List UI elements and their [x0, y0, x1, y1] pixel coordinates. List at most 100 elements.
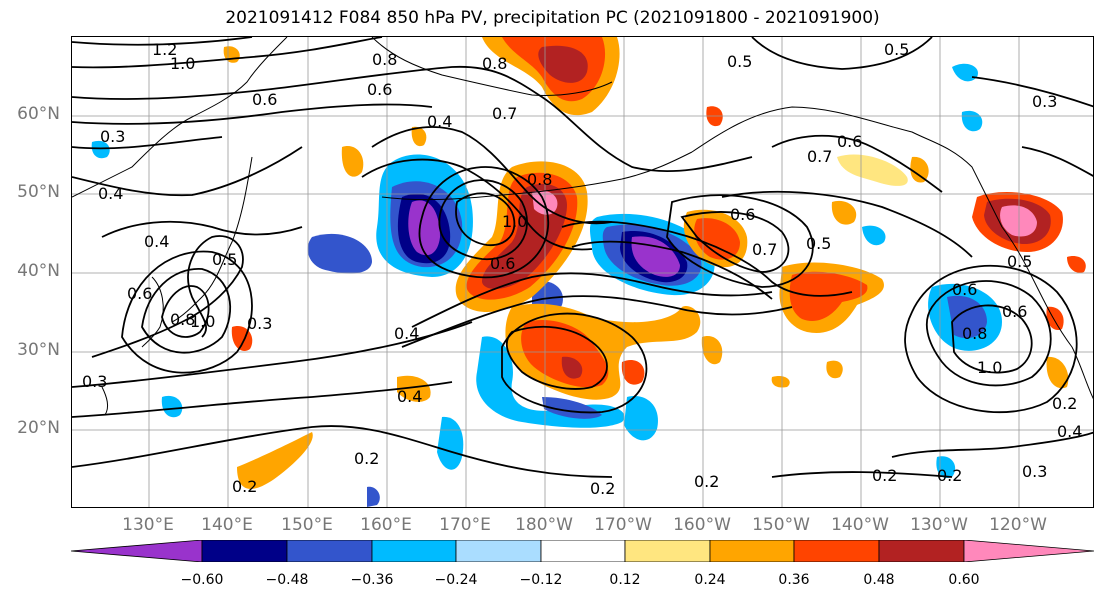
- contour-label: 0.2: [1052, 394, 1077, 413]
- lon-label: 140°E: [201, 515, 253, 535]
- pv-contour: [72, 136, 223, 150]
- precip-neg-anomaly: [367, 486, 380, 507]
- contour-label: 0.2: [694, 472, 719, 491]
- colorbar-tick-label: −0.48: [265, 572, 309, 588]
- pv-contour: [904, 265, 1078, 413]
- contour-label: 0.6: [837, 132, 862, 151]
- colorbar-segment: [286, 540, 373, 562]
- colorbar-segment: [201, 540, 288, 562]
- pv-contour: [91, 235, 244, 358]
- pv-contour: [501, 312, 648, 414]
- colorbar-segment: [963, 540, 1094, 562]
- precip-pos-anomaly: [1046, 356, 1069, 389]
- pv-contour: [455, 192, 516, 246]
- contour-label: 0.3: [1022, 462, 1047, 481]
- precip-pos-anomaly: [1067, 256, 1086, 273]
- contour-label: 0.8: [372, 50, 397, 69]
- precip-pos-anomaly: [771, 376, 790, 388]
- contour-label: 0.5: [884, 40, 909, 59]
- coastline-west-america: [1001, 226, 1093, 400]
- lon-label: 170°W: [594, 515, 652, 535]
- pv-contour: [141, 268, 231, 354]
- contour-label: 0.4: [1057, 422, 1082, 441]
- contour-label: 0.4: [427, 112, 452, 131]
- contour-label: 0.7: [807, 147, 832, 166]
- contour-label: 1.0: [502, 212, 527, 231]
- contour-label: 0.2: [590, 479, 615, 498]
- map-title: 2021091412 F084 850 hPa PV, precipitatio…: [225, 8, 880, 28]
- pv-contour: [161, 285, 210, 338]
- lon-label: 180°W: [515, 515, 573, 535]
- contour-label: 0.2: [937, 466, 962, 485]
- colorbar-tick-label: −0.60: [180, 572, 224, 588]
- contour-label: 1.0: [170, 54, 195, 73]
- precip-pos-anomaly: [621, 359, 645, 385]
- pv-contour: [72, 65, 753, 172]
- contour-label: 0.8: [482, 54, 507, 73]
- colorbar-tick-label: 0.12: [609, 572, 641, 588]
- colorbar-tick-label: −0.36: [350, 572, 394, 588]
- precip-neg-anomaly: [476, 336, 625, 428]
- lon-label: 160°W: [673, 515, 731, 535]
- precip-pos-anomaly: [694, 218, 740, 260]
- pv-contour: [72, 425, 613, 478]
- contour-label: 0.5: [727, 52, 752, 71]
- contour-label: 0.5: [806, 234, 831, 253]
- precip-pos-anomaly: [237, 432, 313, 489]
- lat-label: 40°N: [17, 261, 60, 281]
- pv-contour: [101, 220, 303, 238]
- lon-label: 150°W: [752, 515, 810, 535]
- contour-label: 0.3: [247, 314, 272, 333]
- pv-contour: [505, 325, 608, 390]
- precip-neg-anomaly: [437, 416, 464, 470]
- precip-pos-anomaly: [831, 200, 857, 225]
- lon-label: 130°E: [122, 515, 174, 535]
- lat-label: 50°N: [17, 182, 60, 202]
- lat-label: 30°N: [17, 340, 60, 360]
- contour-label: 0.6: [367, 80, 392, 99]
- contour-label: 0.6: [490, 254, 515, 273]
- pv-contour: [891, 431, 1093, 458]
- precip-pos-anomaly: [837, 154, 908, 186]
- precip-neg-anomaly: [862, 225, 886, 246]
- colorbar-segment: [71, 540, 203, 562]
- contour-label: 0.7: [492, 104, 517, 123]
- pv-contour: [666, 194, 814, 288]
- pv-contour: [721, 190, 973, 258]
- pv-contour: [771, 471, 953, 478]
- pv-contour: [925, 280, 1052, 387]
- contour-label: 0.6: [952, 280, 977, 299]
- precip-pos-anomaly: [701, 336, 723, 365]
- lon-label: 130°W: [910, 515, 968, 535]
- lon-label: 170°E: [439, 515, 491, 535]
- coastline-taiwan: [101, 386, 109, 416]
- contour-label: 0.5: [212, 250, 237, 269]
- contour-label: 0.4: [397, 387, 422, 406]
- contour-label: 0.4: [394, 324, 419, 343]
- contour-label: 0.8: [170, 310, 195, 329]
- colorbar-segment: [371, 540, 457, 562]
- precip-neg-anomaly: [936, 456, 956, 479]
- contour-label: 1.0: [190, 312, 215, 331]
- precip-pos-anomaly: [397, 375, 431, 402]
- colorbar-tick-label: −0.24: [434, 572, 478, 588]
- precipitation-shading: [91, 37, 1086, 507]
- precip-pos-anomaly: [1000, 205, 1037, 237]
- colorbar-segment: [455, 540, 542, 562]
- lon-label: 150°E: [281, 515, 333, 535]
- map-canvas: 1.2 1.0 0.8 0.8 0.5 0.6 0.6 0.5 0.4 0.7 …: [72, 37, 1093, 507]
- pv-contours: [72, 37, 1093, 478]
- coastline-aleutians: [381, 151, 693, 201]
- pv-contour: [418, 166, 550, 279]
- contour-label: 0.6: [252, 90, 277, 109]
- precip-pos-anomaly: [826, 360, 843, 379]
- pv-contour: [771, 134, 943, 193]
- colorbar-tick-label: 0.60: [948, 572, 980, 588]
- precip-neg-anomaly: [408, 200, 440, 256]
- contour-label: 0.8: [527, 170, 552, 189]
- contour-label: 0.2: [872, 466, 897, 485]
- precip-neg-anomaly: [307, 233, 372, 274]
- contour-label: 0.2: [354, 449, 379, 468]
- colorbar-tick-label: 0.36: [778, 572, 810, 588]
- lon-label: 140°W: [831, 515, 889, 535]
